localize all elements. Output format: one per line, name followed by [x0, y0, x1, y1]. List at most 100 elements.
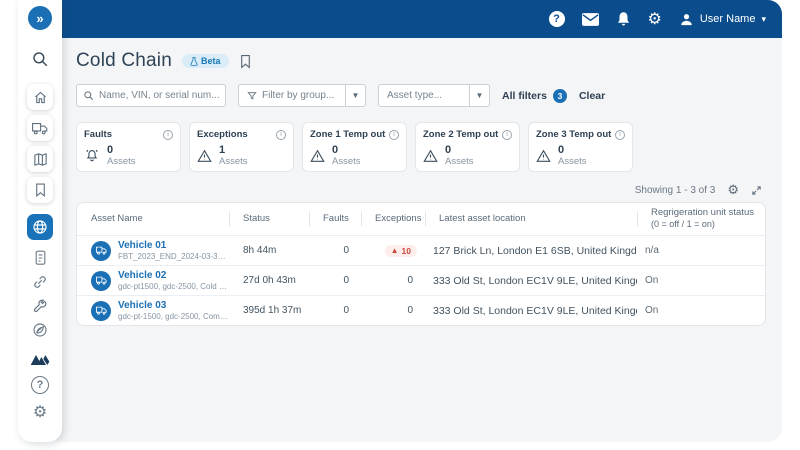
showing-label: Showing 1 - 3 of 3 [634, 184, 716, 196]
group-dropdown-caret[interactable]: ▼ [345, 85, 365, 106]
column-header-exceptions[interactable]: Exceptions [361, 213, 425, 225]
vehicle-avatar-icon [91, 270, 111, 291]
search-box[interactable] [76, 84, 226, 107]
sidebar-item-maintenance-wrench-icon[interactable] [32, 298, 48, 314]
sidebar-settings-gear-icon[interactable]: ⚙ [32, 404, 48, 421]
bookmark-icon[interactable] [239, 54, 252, 69]
refrigeration-status-value: On [645, 275, 659, 286]
info-icon[interactable]: i [615, 129, 625, 140]
stat-card-zone3-temp[interactable]: Zone 3 Temp out r... i 0 Assets [528, 122, 633, 172]
asset-subtitle: gdc-pt-1500, gdc-2500, Commu... [118, 311, 229, 321]
table-row[interactable]: Vehicle 02 gdc-pt1500, gdc-2500, Cold Ch… [77, 265, 765, 295]
user-avatar-icon [679, 12, 694, 27]
expand-sidebar-button[interactable]: » [28, 6, 52, 30]
table-row[interactable]: Vehicle 03 gdc-pt-1500, gdc-2500, Commu.… [77, 295, 765, 325]
sidebar-item-fleet[interactable] [27, 115, 53, 141]
column-header-faults[interactable]: Faults [309, 213, 361, 225]
user-menu[interactable]: User Name ▾ [679, 12, 766, 27]
faults-value: 0 [343, 245, 349, 256]
stat-card-exceptions[interactable]: Exceptions i 1 Assets [189, 122, 294, 172]
settings-gear-icon[interactable]: ⚙ [647, 11, 662, 28]
sidebar-item-cold-chain-active[interactable] [27, 214, 53, 240]
location-value: 333 Old St, London EC1V 9LE, United King… [433, 304, 637, 317]
mail-icon[interactable] [581, 12, 599, 26]
globe-icon [32, 219, 48, 235]
stat-card-faults[interactable]: Faults i 0 Assets [76, 122, 181, 172]
table-controls-row: Showing 1 - 3 of 3 ⚙ [76, 182, 766, 198]
stat-card-zone1-temp[interactable]: Zone 1 Temp out r... i 0 Assets [302, 122, 407, 172]
sidebar-item-map[interactable] [27, 146, 53, 172]
warning-triangle-icon: ▲ [390, 245, 399, 255]
expand-fullscreen-icon[interactable] [751, 185, 762, 196]
exceptions-value: 0 [407, 305, 413, 316]
title-row: Cold Chain Beta [76, 50, 766, 72]
vehicle-avatar-icon [91, 300, 111, 321]
filter-toolbar: Filter by group... ▼ Asset type... ▼ All… [76, 84, 766, 107]
faults-value: 0 [343, 275, 349, 286]
asset-type-placeholder: Asset type... [387, 90, 443, 101]
column-header-location[interactable]: Latest asset location [425, 213, 637, 225]
stat-cards-row: Faults i 0 Assets [76, 122, 766, 172]
filter-by-group-placeholder: Filter by group... [262, 90, 335, 101]
column-header-status[interactable]: Status [229, 213, 309, 225]
asset-type-dropdown[interactable]: Asset type... ▼ [378, 84, 490, 107]
page-content: Cold Chain Beta [48, 38, 782, 442]
asset-subtitle: FBT_2023_END_2024-03-31, FB... [118, 251, 229, 261]
card-value: 1 [219, 144, 226, 156]
vehicle-avatar-icon [91, 240, 111, 261]
status-value: 8h 44m [243, 245, 277, 256]
table-settings-gear-icon[interactable]: ⚙ [727, 182, 739, 197]
top-navigation-bar: ? ⚙ User Name ▾ [48, 0, 782, 38]
sidebar-item-sustainability-leaf-icon[interactable] [32, 322, 48, 338]
chevron-down-icon: ▾ [761, 13, 766, 24]
info-icon[interactable]: i [502, 129, 512, 140]
assets-table: Asset Name Status Faults Exceptions Late… [76, 202, 766, 326]
main-panel: ? ⚙ User Name ▾ Cold Chain [48, 0, 782, 442]
warning-triangle-icon [423, 149, 438, 163]
status-value: 395d 1h 37m [243, 305, 302, 316]
map-icon [33, 152, 48, 167]
asset-name-link[interactable]: Vehicle 02 [118, 269, 167, 281]
stat-card-zone2-temp[interactable]: Zone 2 Temp out r... i 0 Assets [415, 122, 520, 172]
refrigeration-status-value: n/a [645, 245, 659, 256]
table-row[interactable]: Vehicle 01 FBT_2023_END_2024-03-31, FB..… [77, 235, 765, 265]
help-icon[interactable]: ? [548, 11, 565, 27]
bookmark-icon [34, 183, 47, 197]
warning-triangle-icon [197, 149, 212, 163]
card-value: 0 [107, 144, 114, 156]
info-icon[interactable]: i [163, 129, 173, 140]
filter-count-badge: 3 [552, 88, 567, 103]
info-icon[interactable]: i [389, 129, 399, 140]
search-input[interactable] [99, 90, 219, 101]
truck-icon [32, 122, 48, 135]
location-value: 333 Old St, London EC1V 9LE, United King… [433, 274, 637, 287]
sidebar-item-integrations-link-icon[interactable] [32, 274, 48, 290]
mountains-logo-icon [30, 352, 50, 366]
faults-value: 0 [343, 305, 349, 316]
filter-by-group-dropdown[interactable]: Filter by group... ▼ [238, 84, 366, 107]
asset-subtitle: gdc-pt1500, gdc-2500, Cold Chain [118, 281, 229, 291]
column-header-asset-name[interactable]: Asset Name [91, 213, 143, 225]
exceptions-alert-badge: ▲ 10 [384, 244, 417, 257]
sidebar-item-device[interactable] [33, 250, 48, 266]
asset-type-dropdown-caret[interactable]: ▼ [469, 85, 489, 106]
sidebar-help-icon[interactable]: ? [31, 376, 49, 394]
bell-alert-icon [84, 148, 100, 163]
notifications-bell-icon[interactable] [616, 11, 631, 27]
card-value: 0 [332, 144, 339, 156]
location-value: 127 Brick Ln, London E1 6SB, United King… [433, 244, 637, 257]
search-icon [83, 90, 94, 101]
asset-name-link[interactable]: Vehicle 01 [118, 239, 167, 251]
asset-name-link[interactable]: Vehicle 03 [118, 299, 167, 311]
clear-filters-button[interactable]: Clear [578, 89, 606, 102]
flask-icon [190, 56, 198, 66]
info-icon[interactable]: i [276, 129, 286, 140]
page-title: Cold Chain [76, 50, 172, 71]
all-filters-button[interactable]: All filters 3 [502, 88, 567, 103]
sidebar-item-home[interactable] [27, 84, 53, 110]
funnel-icon [247, 91, 257, 101]
left-sidebar: » [18, 0, 62, 442]
sidebar-search-icon[interactable] [31, 50, 49, 68]
sidebar-item-saved[interactable] [27, 177, 53, 203]
column-header-refrigeration[interactable]: Regrigeration unit status (0 = off / 1 =… [637, 207, 765, 230]
